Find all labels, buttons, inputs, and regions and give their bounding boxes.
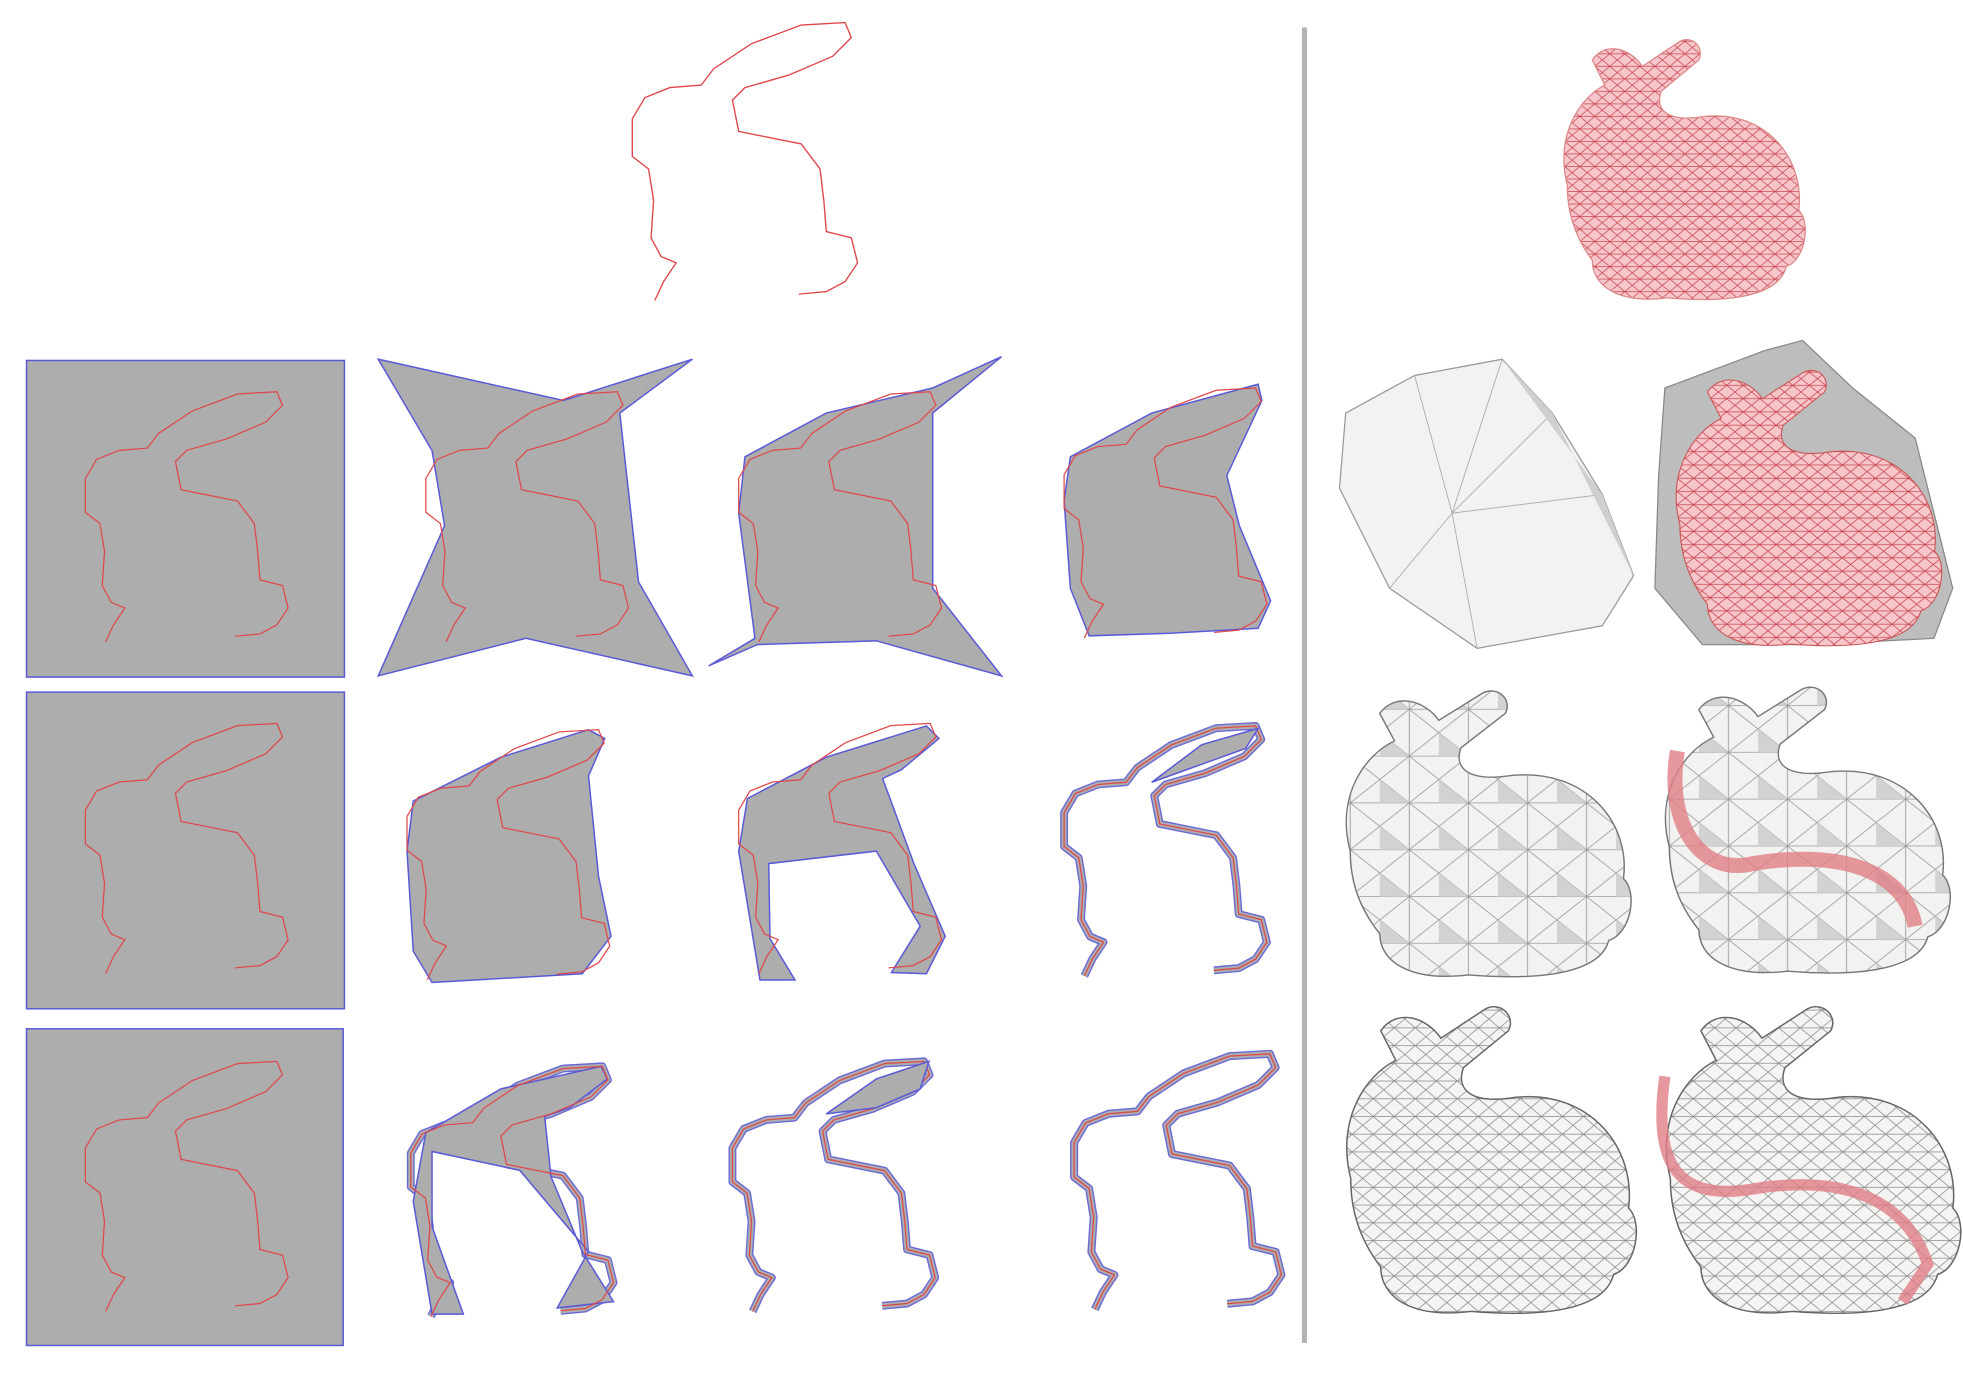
panel	[25, 359, 346, 678]
panel	[737, 725, 947, 981]
row-2	[25, 691, 1267, 1010]
mesh-overlay	[1656, 1075, 1934, 1305]
meshes	[1338, 39, 1962, 1315]
mesh-fine	[1345, 1005, 1638, 1315]
tube	[1074, 1054, 1281, 1310]
row-1	[25, 356, 1272, 678]
bunny-curve	[631, 21, 859, 302]
hull-edges	[1389, 359, 1603, 649]
mesh-fine	[1665, 1005, 1962, 1315]
mesh-overlay	[1667, 749, 1923, 929]
hull	[1338, 358, 1635, 649]
panel	[1151, 727, 1260, 783]
mesh-coarse	[1345, 690, 1632, 978]
row-3	[25, 1028, 1282, 1347]
panel	[1063, 383, 1272, 637]
input-curve	[631, 21, 859, 302]
tube	[732, 1061, 935, 1311]
panel	[825, 1060, 931, 1115]
mesh-input	[1563, 39, 1806, 301]
panel	[25, 1028, 344, 1347]
tube	[1064, 726, 1267, 976]
panel	[25, 691, 346, 1010]
panel	[406, 728, 612, 984]
panel	[376, 358, 694, 677]
panel	[708, 356, 1004, 678]
mesh-coarse	[1664, 686, 1952, 974]
